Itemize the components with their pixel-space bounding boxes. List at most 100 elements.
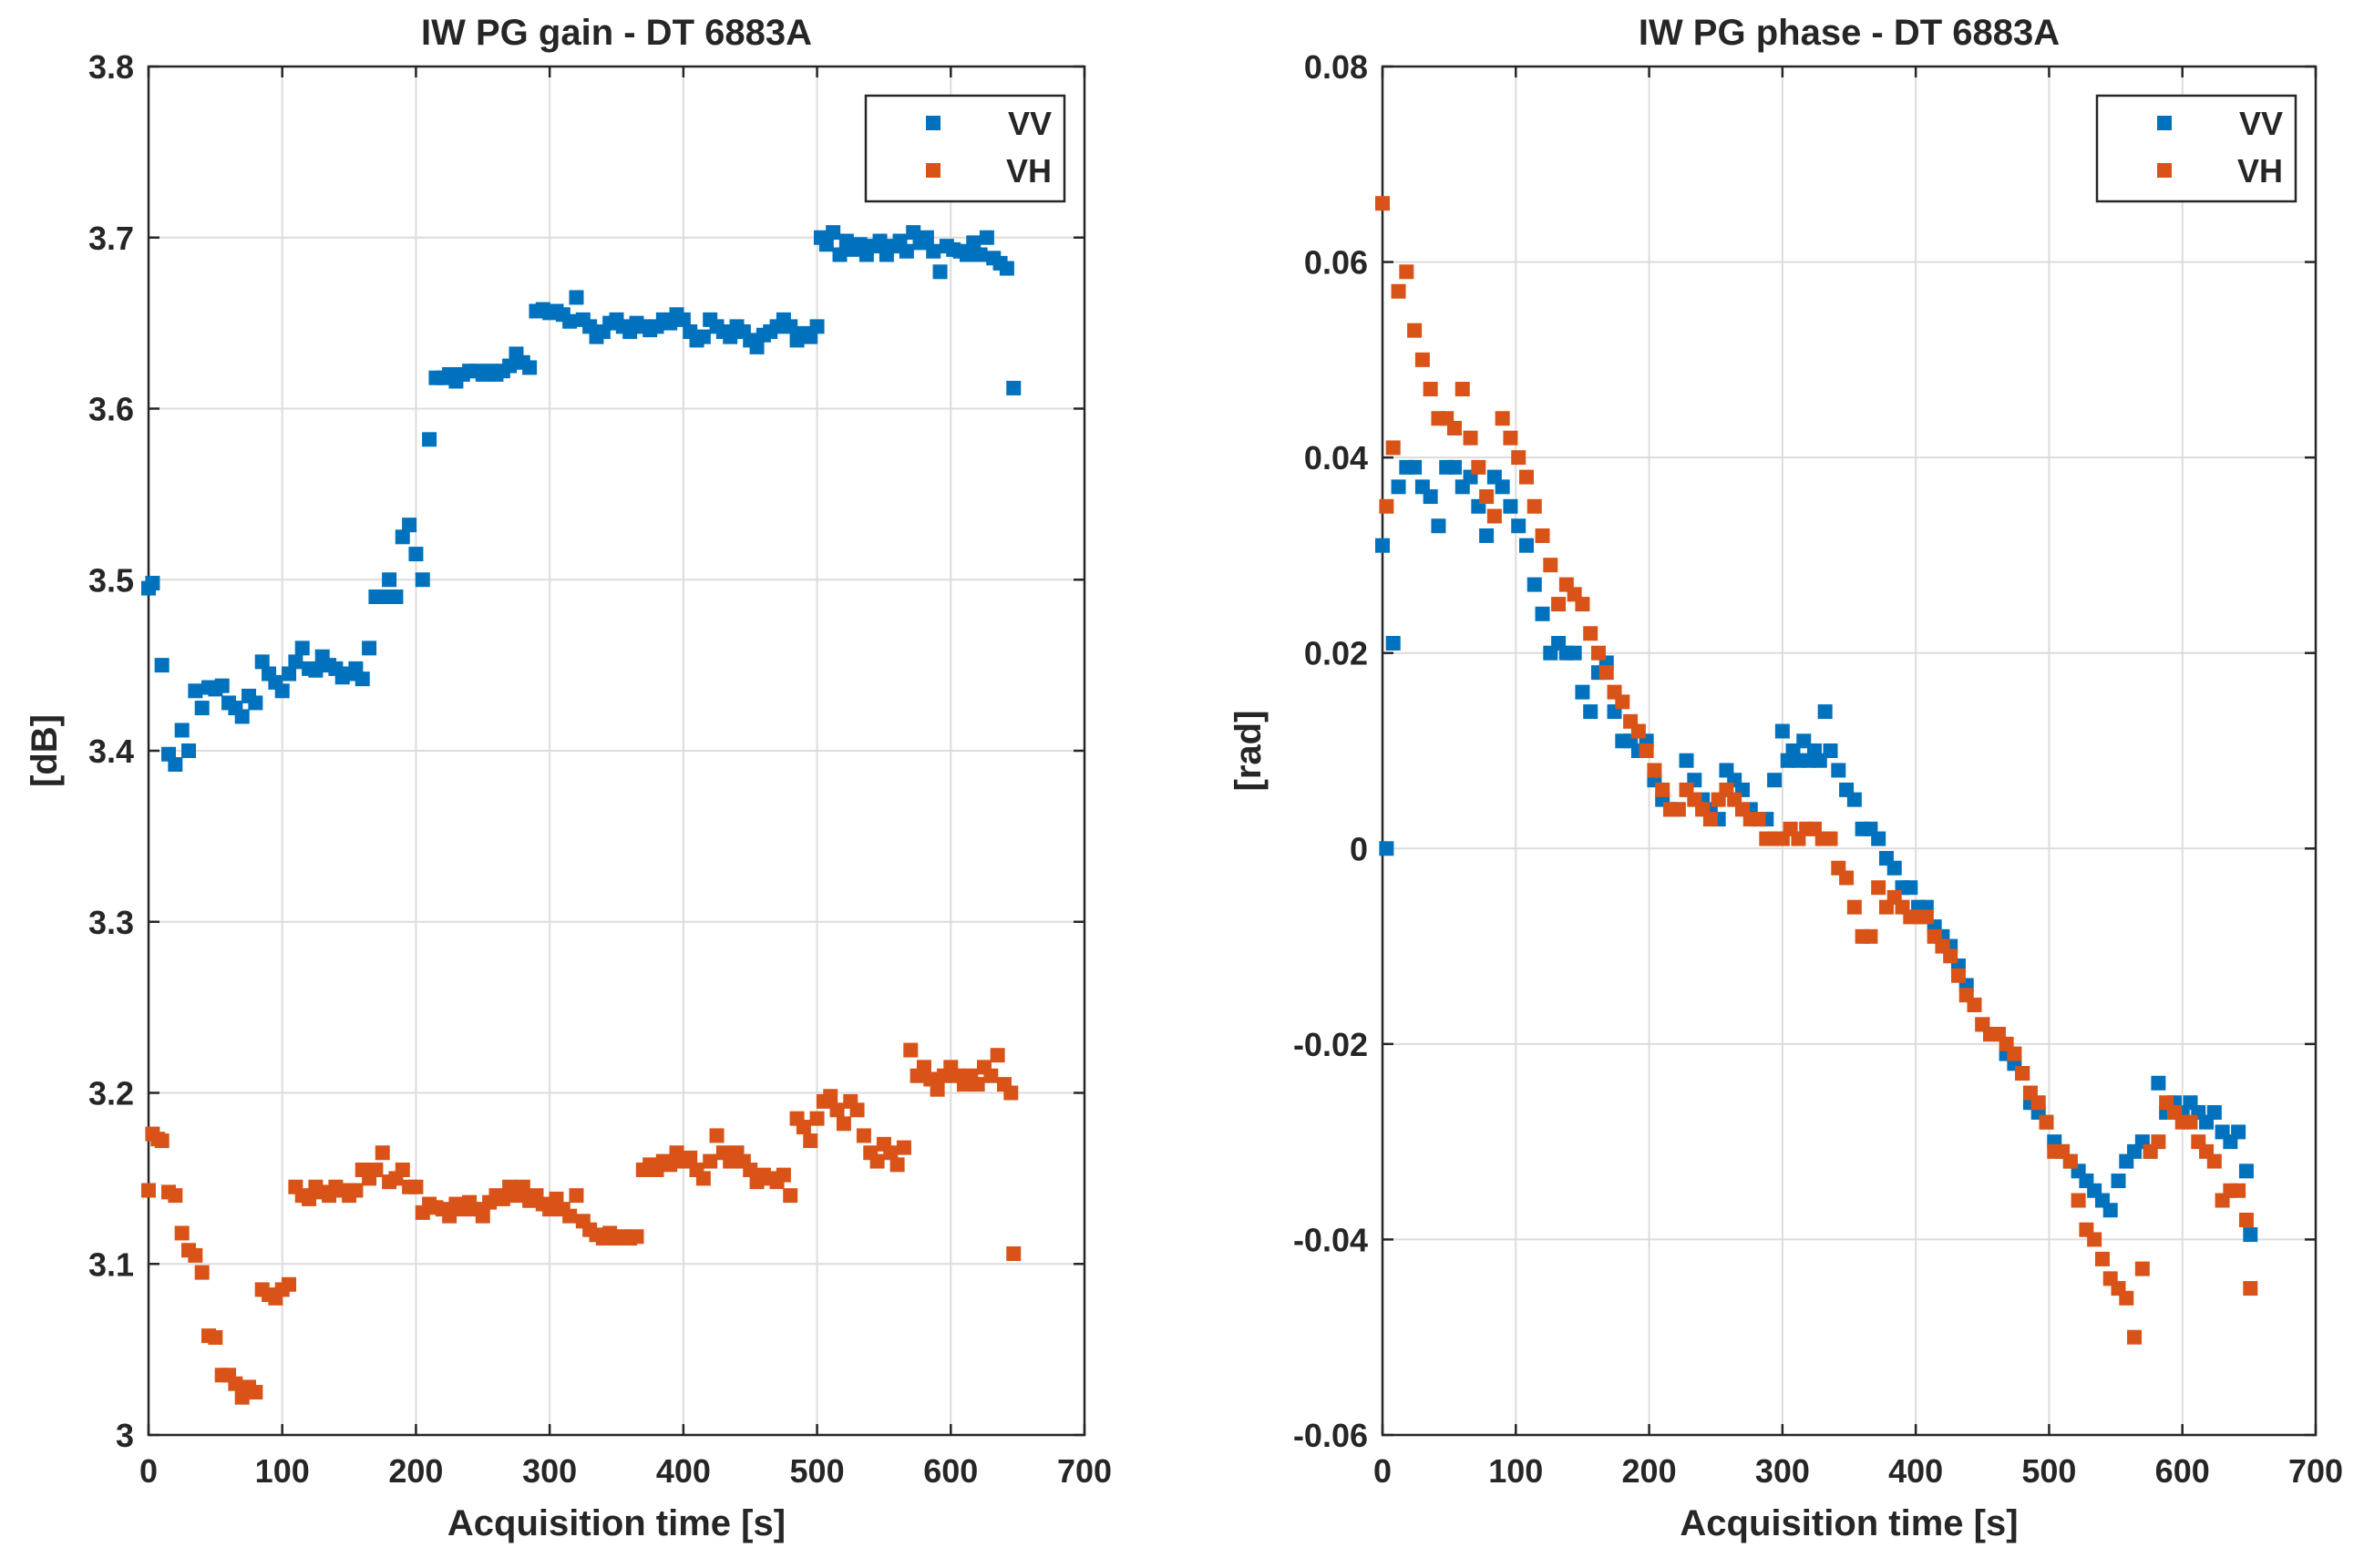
phase-point-vv [1846, 792, 1862, 807]
phase-y-tick-label: 0.02 [1304, 635, 1368, 672]
gain-point-vh [1006, 1245, 1022, 1261]
gain-chart-title: IW PG gain - DT 6883A [421, 13, 812, 53]
phase-point-vh [2183, 1114, 2198, 1130]
phase-x-tick-label: 600 [2155, 1452, 2210, 1490]
gain-point-vv [174, 723, 190, 738]
phase-point-vh [1871, 880, 1886, 896]
gain-point-vv [919, 230, 934, 245]
gain-point-vv [783, 319, 798, 334]
phase-point-vv [1446, 459, 1462, 475]
gain-point-vv [999, 261, 1014, 276]
phase-point-vv [1391, 479, 1406, 495]
phase-point-vv [1567, 645, 1582, 661]
phase-y-axis-label: [rad] [1228, 711, 1269, 792]
gain-point-vh [783, 1188, 798, 1204]
gain-legend: VV VH [864, 94, 1066, 203]
phase-point-vh [1407, 323, 1423, 338]
gain-point-vv [375, 589, 390, 605]
phase-point-vv [1385, 635, 1401, 651]
phase-point-vh [1503, 430, 1518, 446]
phase-point-vh [1479, 489, 1495, 505]
phase-point-vh [1967, 997, 1982, 1012]
gain-point-vv [422, 432, 437, 447]
gain-point-vh [683, 1150, 698, 1165]
phase-point-vv [1423, 489, 1438, 505]
phase-point-vh [1454, 382, 1470, 397]
gain-point-vh [983, 1068, 999, 1083]
phase-point-vh [1630, 723, 1646, 739]
gain-point-vh [809, 1111, 825, 1126]
phase-point-vh [2243, 1281, 2258, 1296]
phase-point-vh [1495, 411, 1510, 426]
gain-point-vh [168, 1188, 183, 1204]
phase-point-vh [1647, 763, 1662, 778]
phase-point-vh [1943, 948, 1958, 964]
phase-point-vv [1479, 528, 1495, 543]
phase-point-vv [1871, 831, 1886, 846]
phase-point-vh [1655, 782, 1670, 797]
phase-chart-panel: 0 100 200 300 400 500 600 700 -0.06 -0.04 -0.02 0 0.… [1228, 13, 2343, 1543]
gain-chart-panel: 0 100 200 300 400 500 600 700 3 3.1 3.2 3.3 3.4 3.5 3.… [25, 13, 1112, 1543]
gain-point-vh [248, 1385, 263, 1400]
phase-point-vv [2238, 1163, 2254, 1179]
phase-point-vh [1385, 440, 1401, 456]
phase-y-tick-label: -0.06 [1293, 1417, 1368, 1454]
phase-point-vh [1526, 498, 1542, 514]
gain-point-vv [926, 243, 941, 259]
gain-x-tick-label: 600 [923, 1452, 978, 1490]
phase-point-vh [1823, 831, 1838, 846]
phase-point-vv [2231, 1124, 2246, 1140]
phase-point-vv [1767, 773, 1783, 788]
phase-point-vh [1839, 870, 1855, 886]
gain-point-vv [832, 247, 848, 262]
phase-point-vh [1702, 812, 1718, 827]
gain-point-vh [930, 1081, 945, 1097]
phase-legend: VV VH [2095, 94, 2297, 203]
gain-x-tick-label: 200 [388, 1452, 443, 1490]
phase-plot-area [1381, 65, 2318, 1437]
gain-y-axis-label: [dB] [25, 714, 65, 787]
gain-y-tick-label: 3.6 [88, 391, 134, 428]
gain-point-vh [629, 1229, 644, 1245]
gain-legend-label-vv: VV [1008, 105, 1052, 142]
gain-legend-marker-vv [926, 116, 940, 130]
gain-point-vh [154, 1133, 170, 1149]
gain-point-vh [743, 1162, 758, 1177]
phase-x-tick-label: 0 [1373, 1452, 1392, 1490]
gain-point-vh [903, 1042, 919, 1058]
gain-point-vh [695, 1171, 711, 1186]
gain-series-vv [141, 225, 1022, 773]
gain-point-vv [749, 339, 765, 354]
phase-point-vh [2062, 1153, 2078, 1169]
gain-x-tick-label: 400 [656, 1452, 711, 1490]
phase-point-vh [1446, 420, 1462, 436]
phase-point-vh [1551, 597, 1567, 612]
phase-point-vh [1463, 430, 1478, 446]
phase-point-vv [1575, 684, 1590, 700]
phase-point-vh [2094, 1251, 2110, 1266]
gain-point-vh [194, 1265, 210, 1280]
phase-ticks: 0 100 200 300 400 500 600 700 -0.06 -0.04 -0.02 0 0.… [1293, 48, 2343, 1490]
phase-point-vh [2015, 1066, 2030, 1081]
gain-point-vh [916, 1060, 931, 1075]
gain-point-vv [562, 313, 578, 329]
gain-x-tick-label: 700 [1057, 1452, 1112, 1490]
phase-y-tick-label: -0.04 [1293, 1221, 1368, 1258]
phase-x-tick-label: 400 [1888, 1452, 1943, 1490]
gain-legend-marker-vh [926, 163, 940, 178]
gain-point-vv [181, 743, 197, 758]
gain-point-vv [145, 576, 160, 591]
phase-point-vh [2119, 1290, 2134, 1306]
gain-point-vv [972, 247, 988, 262]
gain-point-vh [141, 1183, 156, 1198]
phase-point-vh [1379, 498, 1394, 514]
phase-point-vv [1375, 538, 1390, 553]
gain-point-vv [809, 319, 825, 334]
gain-point-vh [208, 1329, 223, 1345]
gain-point-vv [234, 709, 250, 724]
gain-point-vh [869, 1153, 885, 1169]
phase-point-vv [1774, 723, 1790, 739]
phase-point-vh [2127, 1329, 2143, 1345]
phase-y-tick-label: -0.02 [1293, 1026, 1368, 1063]
phase-y-tick-label: 0.06 [1304, 244, 1368, 282]
